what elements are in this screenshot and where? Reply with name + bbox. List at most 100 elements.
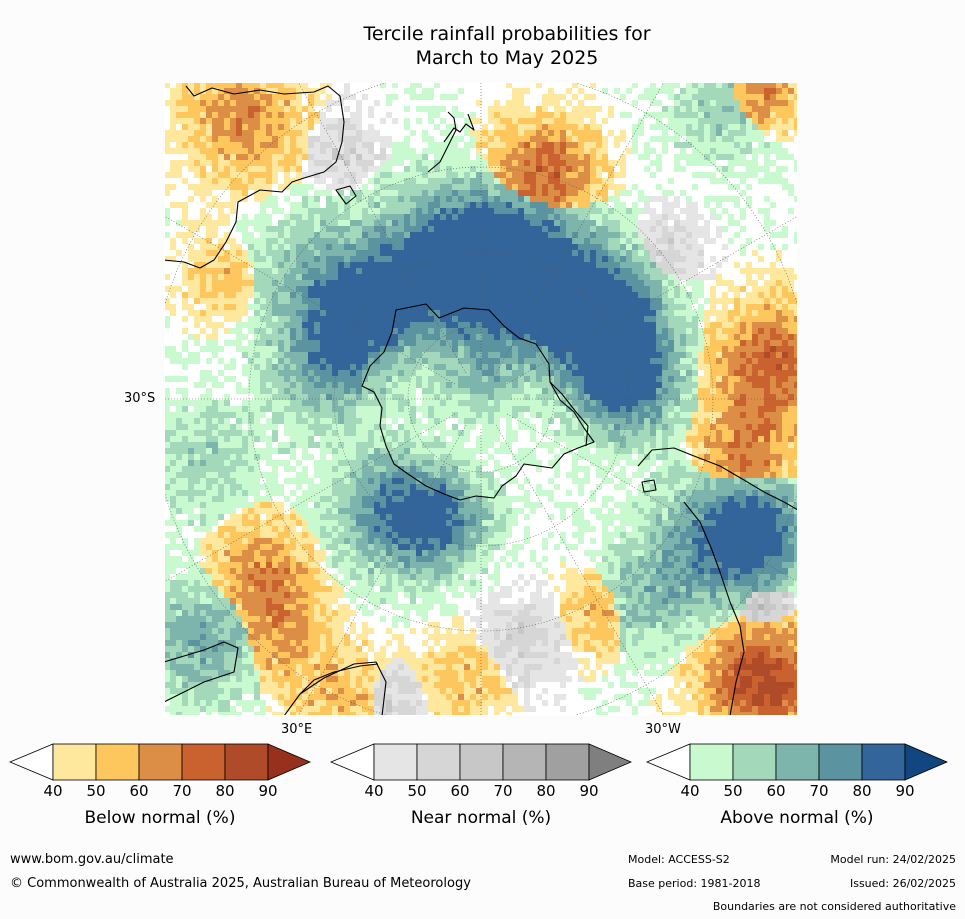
probability-cell — [368, 106, 374, 112]
probability-cell — [734, 376, 740, 382]
probability-cell — [734, 394, 740, 400]
probability-cell — [542, 310, 548, 316]
probability-cell — [782, 232, 788, 238]
probability-cell — [170, 112, 176, 118]
probability-cell — [632, 358, 638, 364]
probability-cell — [266, 172, 272, 178]
probability-cell — [314, 154, 320, 160]
probability-cell — [566, 154, 572, 160]
probability-cell — [380, 412, 386, 418]
probability-cell — [212, 382, 218, 388]
probability-cell — [302, 328, 308, 334]
probability-cell — [434, 148, 440, 154]
probability-cell — [368, 340, 374, 346]
probability-cell — [764, 160, 770, 166]
probability-cell — [344, 400, 350, 406]
probability-cell — [572, 286, 578, 292]
probability-cell — [434, 232, 440, 238]
probability-cell — [590, 382, 596, 388]
probability-cell — [404, 256, 410, 262]
probability-cell — [386, 112, 392, 118]
probability-cell — [410, 232, 416, 238]
probability-cell — [770, 274, 776, 280]
probability-cell — [770, 142, 776, 148]
probability-cell — [572, 208, 578, 214]
probability-cell — [290, 328, 296, 334]
probability-cell — [242, 166, 248, 172]
probability-cell — [572, 166, 578, 172]
probability-cell — [440, 280, 446, 286]
probability-cell — [422, 280, 428, 286]
probability-cell — [608, 256, 614, 262]
probability-cell — [260, 364, 266, 370]
probability-cell — [548, 184, 554, 190]
probability-cell — [452, 148, 458, 154]
probability-cell — [290, 400, 296, 406]
probability-cell — [308, 280, 314, 286]
probability-cell — [182, 328, 188, 334]
probability-cell — [410, 160, 416, 166]
probability-cell — [290, 208, 296, 214]
probability-cell — [422, 214, 428, 220]
probability-cell — [758, 274, 764, 280]
probability-cell — [176, 82, 182, 88]
probability-cell — [758, 376, 764, 382]
probability-cell — [410, 280, 416, 286]
probability-cell — [764, 88, 770, 94]
probability-cell — [308, 412, 314, 418]
probability-cell — [440, 232, 446, 238]
probability-cell — [260, 130, 266, 136]
probability-cell — [524, 286, 530, 292]
probability-cell — [578, 304, 584, 310]
probability-cell — [350, 172, 356, 178]
probability-map[interactable] — [164, 82, 798, 716]
probability-cell — [320, 310, 326, 316]
probability-cell — [788, 286, 794, 292]
probability-cell — [728, 376, 734, 382]
probability-cell — [272, 160, 278, 166]
probability-cell — [632, 394, 638, 400]
probability-cell — [650, 370, 656, 376]
probability-cell — [380, 154, 386, 160]
probability-cell — [404, 190, 410, 196]
probability-cell — [338, 262, 344, 268]
probability-cell — [188, 154, 194, 160]
probability-cell — [386, 304, 392, 310]
probability-cell — [290, 346, 296, 352]
probability-cell — [206, 310, 212, 316]
probability-cell — [596, 364, 602, 370]
probability-cell — [272, 178, 278, 184]
probability-cell — [722, 280, 728, 286]
probability-cell — [446, 190, 452, 196]
probability-cell — [440, 94, 446, 100]
probability-cell — [374, 262, 380, 268]
probability-cell — [614, 202, 620, 208]
probability-cell — [314, 166, 320, 172]
probability-cell — [590, 406, 596, 412]
probability-cell — [572, 364, 578, 370]
probability-cell — [446, 352, 452, 358]
probability-cell — [344, 298, 350, 304]
probability-cell — [218, 406, 224, 412]
probability-cell — [662, 358, 668, 364]
probability-cell — [476, 184, 482, 190]
probability-cell — [230, 364, 236, 370]
probability-cell — [476, 352, 482, 358]
probability-cell — [314, 160, 320, 166]
probability-cell — [542, 298, 548, 304]
probability-cell — [572, 130, 578, 136]
probability-cell — [206, 304, 212, 310]
probability-cell — [392, 388, 398, 394]
probability-cell — [680, 250, 686, 256]
probability-cell — [674, 322, 680, 328]
probability-cell — [398, 262, 404, 268]
probability-cell — [536, 358, 542, 364]
probability-cell — [482, 316, 488, 322]
probability-cell — [290, 184, 296, 190]
probability-cell — [260, 352, 266, 358]
probability-cell — [344, 238, 350, 244]
probability-cell — [710, 382, 716, 388]
probability-cell — [188, 400, 194, 406]
probability-cell — [632, 250, 638, 256]
probability-cell — [782, 400, 788, 406]
